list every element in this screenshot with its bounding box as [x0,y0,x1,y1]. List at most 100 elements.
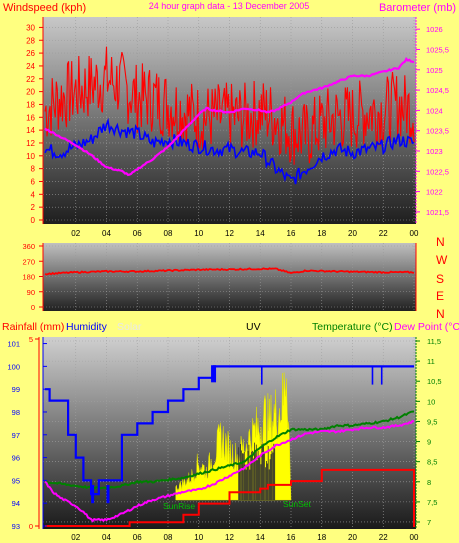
windspeed-tick-label: 14 [26,126,35,135]
temperature-tick-label: 10 [427,397,435,406]
humidity-tick-label: 96 [12,454,20,463]
time-tick-label: 16 [287,229,296,238]
time-tick-label: 14 [256,533,265,542]
temperature-tick-label: 7,5 [427,498,437,507]
temperature-tick-label: 8 [427,478,431,487]
dewpoint-axis-title: Dew Point (°C) [394,321,459,333]
compass-label: N [436,307,445,321]
humidity-tick-label: 95 [12,476,20,485]
dewpoint-series [44,419,415,523]
windspeed-tick-label: 4 [31,190,36,199]
windspeed-tick-label: 8 [31,165,36,174]
windspeed-tick-label: 20 [26,88,35,97]
chart-subtitle: 24 hour graph data - 13 December 2005 [149,1,310,11]
barometer-tick-label: 1024,5 [426,86,449,95]
temperature-tick-label: 8,5 [427,458,437,467]
windspeed-tick-label: 24 [26,62,35,71]
barometer-tick-label: 1022,5 [426,167,449,176]
barometer-tick-label: 1025 [426,66,443,75]
direction-gridlines [43,243,416,311]
windspeed-tick-label: 18 [26,100,35,109]
humidity-tick-label: 101 [7,340,20,349]
wind-direction-series [44,267,415,276]
time-tick-label: 14 [256,229,265,238]
time-tick-label: 20 [348,533,357,542]
compass-label: W [436,253,448,267]
barometer-tick-label: 1025,5 [426,45,449,54]
barometer-tick-label: 1022 [426,188,443,197]
rain-tick-label: 0 [29,522,33,531]
direction-tick-label: 270 [22,257,35,266]
windspeed-tick-label: 0 [31,216,36,225]
time-tick-label: 00 [410,229,419,238]
direction-tick-label: 0 [31,303,35,312]
temperature-tick-label: 9,5 [427,417,437,426]
rainfall-line [45,468,415,527]
windspeed-axis-title: Windspeed (kph) [3,2,86,14]
time-tick-label: 06 [133,229,142,238]
barometer-tick-label: 1021,5 [426,208,449,217]
rainfall-series [45,468,415,527]
time-tick-label: 08 [164,229,173,238]
wind-axes: 0246810121416182022242628301021,51022102… [26,17,449,238]
barometer-tick-label: 1023 [426,147,443,156]
wind-average-line [44,117,415,185]
time-tick-label: 18 [317,533,326,542]
humidity-tick-label: 93 [12,522,20,531]
windspeed-tick-label: 22 [26,75,35,84]
wind-barometer-panel: 0246810121416182022242628301021,51022102… [26,17,449,238]
time-tick-label: 12 [225,229,234,238]
wind-direction-line [44,267,415,276]
humidity-block [106,484,110,504]
time-tick-label: 00 [410,533,419,542]
temperature-axes: 93 94 95 96 97 98 99 100 101 0 5 7 7,5 8 8,5 9 9,5 10 10,5… [7,335,441,542]
sunrise-label: SunRise [163,501,195,511]
humidity-block [211,365,217,383]
time-tick-label: 12 [225,533,234,542]
humidity-tick-label: 100 [7,362,20,371]
windspeed-tick-label: 30 [26,23,35,32]
temperature-tick-label: 9 [427,438,431,447]
sunset-label: SunSet [283,499,312,509]
uv-axis-title: UV [246,321,261,333]
time-tick-label: 16 [287,533,296,542]
windspeed-tick-label: 28 [26,36,35,45]
time-tick-label: 02 [71,533,80,542]
barometer-tick-label: 1023,5 [426,127,449,136]
compass-label: N [436,235,445,249]
barometer-series [44,57,415,177]
wind-gust-line [44,46,415,165]
temperature-tick-label: 10,5 [427,377,442,386]
solar-axis-title: Solar [117,321,142,333]
humidity-tick-label: 97 [12,431,20,440]
time-tick-label: 06 [133,533,142,542]
time-tick-label: 08 [164,533,173,542]
temperature-tick-label: 7 [427,518,431,527]
direction-tick-label: 180 [22,273,35,282]
time-tick-label: 04 [102,533,111,542]
humidity-series [44,365,414,504]
solar-overlay-spikes [238,442,276,500]
direction-tick-label: 360 [22,242,35,251]
rain-tick-label: 5 [29,335,33,344]
humidity-line [44,365,414,496]
barometer-axis-title: Barometer (mb) [379,2,456,14]
wind-gust-series [44,46,415,165]
windspeed-tick-label: 26 [26,49,35,58]
windspeed-tick-label: 6 [31,177,36,186]
windspeed-tick-label: 16 [26,113,35,122]
compass-label: E [436,289,444,303]
humidity-tick-label: 99 [12,385,20,394]
barometer-tick-label: 1024 [426,106,443,115]
humidity-tick-label: 94 [12,499,20,508]
time-tick-label: 04 [102,229,111,238]
temperature-tick-label: 11 [427,357,435,366]
windspeed-tick-label: 10 [26,152,35,161]
windspeed-tick-label: 2 [31,203,36,212]
rainfall-axis-title: Rainfall (mm) [2,321,64,333]
wind-average-series [44,117,415,185]
barometer-line [44,57,415,177]
time-tick-label: 18 [317,229,326,238]
dewpoint-line [44,419,415,523]
